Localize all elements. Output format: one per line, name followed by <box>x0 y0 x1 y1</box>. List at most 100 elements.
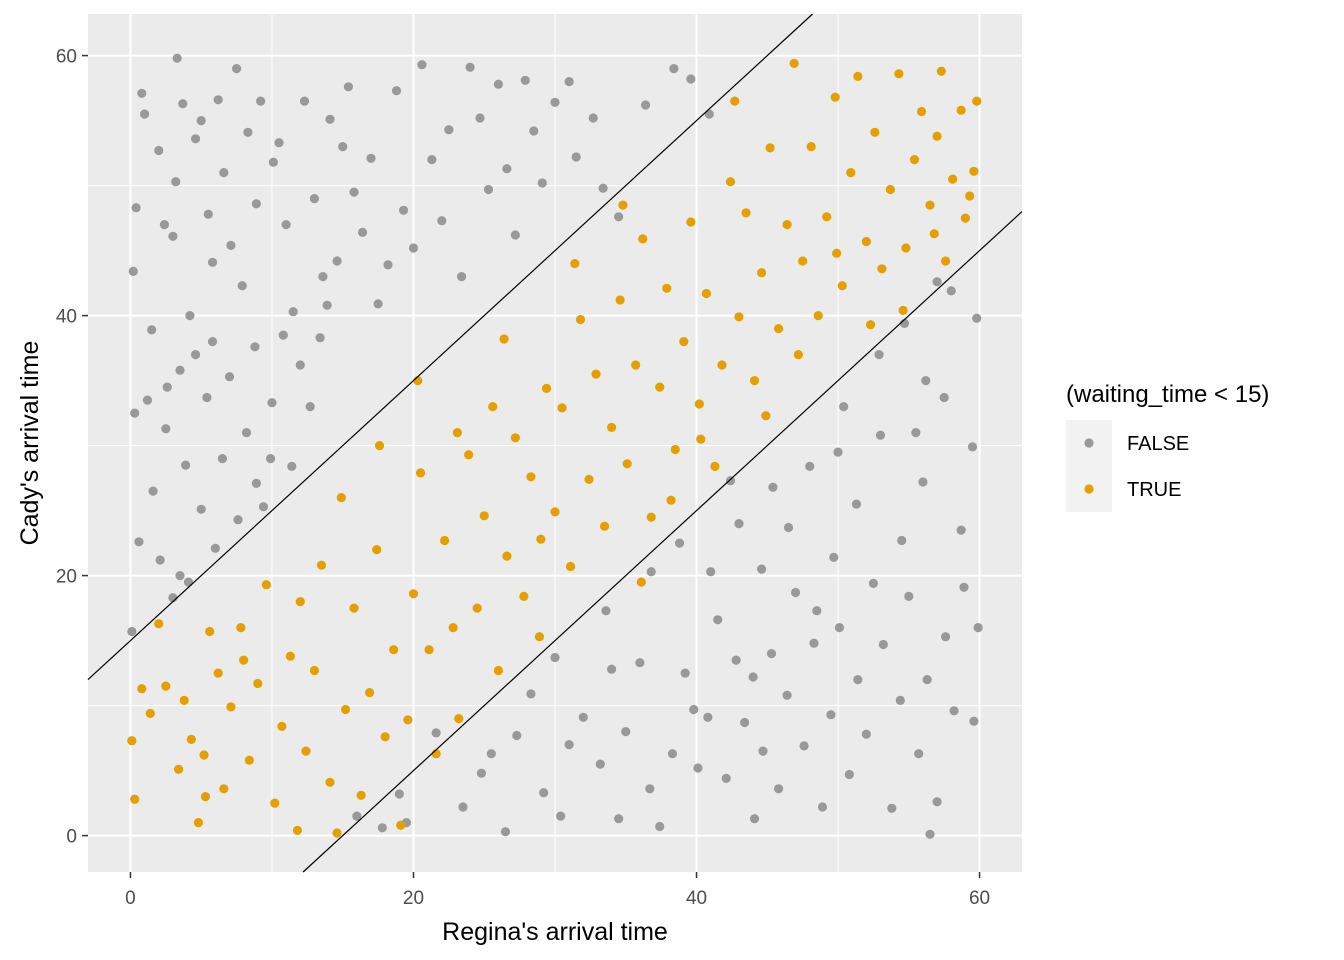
data-point-true <box>534 632 545 642</box>
data-point-true <box>424 645 434 655</box>
data-point-false <box>851 499 862 509</box>
data-point-true <box>782 220 792 230</box>
data-point-true <box>789 58 799 68</box>
data-point-true <box>813 311 823 321</box>
data-point-false <box>674 538 685 548</box>
data-point-true <box>452 428 462 438</box>
data-point-true <box>493 665 503 676</box>
data-point-true <box>541 383 552 393</box>
data-point-false <box>646 567 656 577</box>
data-point-false <box>564 740 574 750</box>
data-point-true <box>510 433 520 443</box>
data-point-true <box>909 155 920 165</box>
data-point-true <box>940 256 951 266</box>
data-point-true <box>830 92 840 102</box>
data-point-false <box>357 227 368 237</box>
data-point-true <box>440 535 450 546</box>
data-point-true <box>925 200 935 210</box>
data-point-true <box>877 264 887 274</box>
data-point-true <box>806 142 816 152</box>
data-point-false <box>137 88 147 98</box>
legend-label-true: TRUE <box>1127 479 1181 501</box>
data-point-true <box>557 403 567 413</box>
data-point-false <box>458 802 468 812</box>
data-point-true <box>536 534 546 544</box>
data-point-false <box>502 164 512 174</box>
data-point-true <box>519 591 529 602</box>
data-point-true <box>349 603 359 613</box>
data-point-true <box>575 314 586 325</box>
data-point-true <box>798 256 808 266</box>
data-point-true <box>965 191 975 201</box>
data-point-true <box>325 777 335 787</box>
data-point-false <box>512 730 522 741</box>
data-point-false <box>210 543 220 553</box>
data-point-true <box>670 444 680 455</box>
data-point-false <box>812 606 822 616</box>
data-point-false <box>973 623 983 633</box>
data-point-true <box>277 721 287 732</box>
data-point-false <box>601 606 611 616</box>
data-point-false <box>281 220 291 230</box>
data-point-false <box>939 392 949 403</box>
data-point-false <box>571 152 581 162</box>
data-point-true <box>403 715 413 725</box>
data-point-false <box>595 759 605 769</box>
y-axis-ticks: 0 20 40 60 <box>56 47 88 848</box>
data-point-false <box>162 382 172 392</box>
data-point-false <box>322 300 332 310</box>
data-point-false <box>185 311 195 321</box>
data-point-false <box>829 552 839 563</box>
data-point-false <box>338 142 348 152</box>
data-point-false <box>155 555 165 565</box>
data-point-false <box>237 281 247 291</box>
y-tick-label: 0 <box>66 827 77 848</box>
data-point-true <box>591 369 601 379</box>
data-point-false <box>904 591 914 602</box>
data-point-true <box>636 577 646 587</box>
data-point-false <box>689 704 699 715</box>
x-tick-label: 40 <box>686 888 707 909</box>
data-point-true <box>865 320 876 330</box>
data-point-true <box>472 603 482 613</box>
grid-major <box>88 14 1022 872</box>
reference-lines <box>87 13 1023 873</box>
data-point-false <box>946 286 956 296</box>
data-point-true <box>948 174 958 184</box>
data-point-false <box>895 695 905 706</box>
data-point-false <box>911 428 921 438</box>
data-point-false <box>265 454 276 464</box>
data-point-false <box>213 95 223 105</box>
data-point-true <box>502 551 512 561</box>
data-point-false <box>154 145 164 156</box>
data-point-true <box>599 521 610 531</box>
data-point-true <box>309 665 320 676</box>
data-point-false <box>783 522 794 533</box>
data-point-false <box>343 82 353 92</box>
data-point-true <box>901 243 911 253</box>
data-point-true <box>631 360 641 370</box>
data-point-true <box>894 69 904 79</box>
data-point-false <box>918 477 928 487</box>
data-point-false <box>352 811 362 821</box>
data-point-false <box>598 183 608 193</box>
data-point-false <box>377 823 387 833</box>
data-point-true <box>205 626 215 637</box>
data-point-true <box>666 495 676 505</box>
data-point-false <box>243 127 253 137</box>
data-point-false <box>510 230 520 240</box>
data-point-false <box>394 789 404 799</box>
data-point-false <box>959 582 969 592</box>
data-point-true <box>584 474 594 484</box>
data-point-false <box>956 525 966 535</box>
data-point-false <box>526 689 536 699</box>
data-point-false <box>349 187 359 197</box>
data-point-true <box>408 589 419 599</box>
y-axis-title: Cady's arrival time <box>16 341 44 546</box>
data-point-false <box>207 257 218 267</box>
data-point-true <box>761 411 771 421</box>
data-point-true <box>646 512 656 522</box>
data-point-false <box>408 243 419 253</box>
data-point-true <box>565 561 576 572</box>
data-point-true <box>929 229 939 239</box>
